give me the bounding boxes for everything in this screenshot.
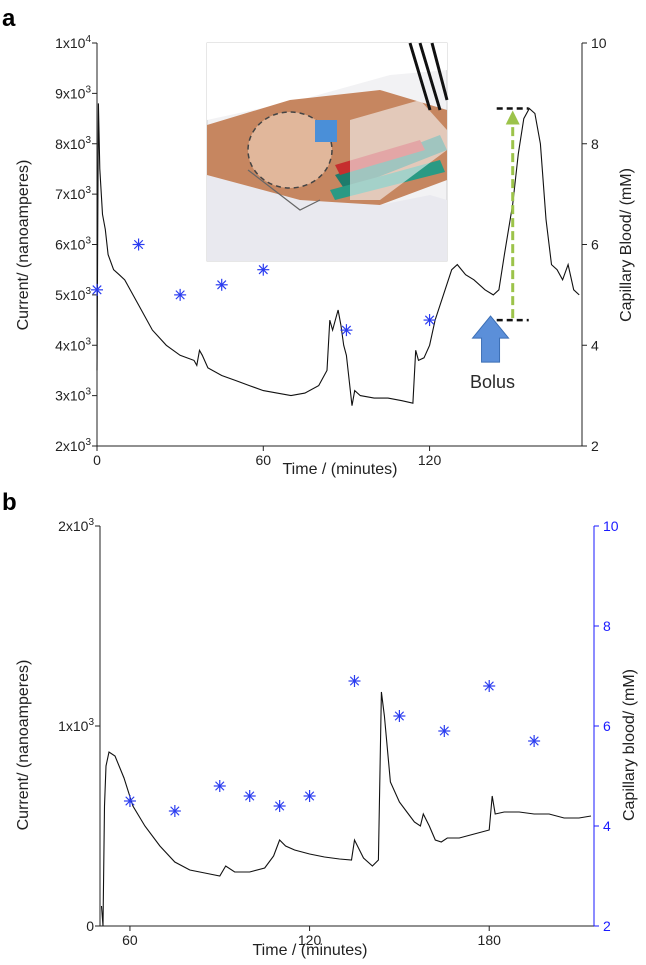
- capillary-point: [215, 278, 228, 291]
- current-series-line: [96, 103, 580, 406]
- capillary-point: [243, 790, 256, 802]
- panel-a-letter: a: [2, 5, 16, 32]
- y2-tick-label: 8: [591, 136, 599, 152]
- y2-tick-label: 8: [603, 618, 611, 634]
- x-tick-label: 60: [255, 452, 271, 468]
- capillary-point: [348, 675, 361, 687]
- y-tick-label: 1x103: [58, 717, 94, 734]
- y2-tick-label: 6: [591, 237, 599, 253]
- y-tick-label: 1x104: [55, 0, 91, 1]
- capillary-point: [423, 314, 436, 327]
- capillary-point: [174, 288, 187, 301]
- sensor-photo-inset: [206, 42, 449, 262]
- capillary-point: [340, 324, 353, 337]
- capillary-point: [273, 800, 286, 812]
- y-tick-label: 4x103: [55, 336, 91, 353]
- capillary-point: [168, 805, 181, 817]
- y-tick-label: 0: [86, 918, 94, 934]
- b-x-axis-title: Time / (minutes): [253, 942, 368, 959]
- capillary-point: [483, 680, 496, 692]
- y2-tick-label: 10: [591, 35, 607, 51]
- x-tick-label: 180: [478, 932, 502, 948]
- y2-tick-label: 4: [603, 818, 611, 834]
- y2-tick-label: 2: [591, 438, 599, 454]
- y-tick-label: 6x103: [55, 236, 91, 253]
- y-tick-label: 1x104: [55, 34, 91, 51]
- y2-tick-label: 6: [603, 718, 611, 734]
- rise-arrowhead: [505, 110, 520, 125]
- y-tick-label: 5x103: [55, 286, 91, 303]
- capillary-point: [393, 710, 406, 722]
- y-tick-label: 2x103: [58, 517, 94, 534]
- y-tick-label: 2x103: [55, 437, 91, 454]
- x-tick-label: 60: [122, 932, 138, 948]
- x-tick-label: 120: [298, 932, 322, 948]
- capillary-point: [303, 790, 316, 802]
- bolus-annotation: Bolus: [470, 315, 515, 392]
- x-tick-label: 120: [418, 452, 442, 468]
- panel-b: b 0 1x103 2x103 2 4 6 8 10 60 120 180 Current/ (na…: [2, 489, 638, 959]
- a-y-axis-title: Current/ (nanoamperes): [15, 160, 32, 331]
- capillary-point: [132, 238, 145, 251]
- panel-a: a 2x103 3x103 4x103 5x103 6x103 7x103 8x103 9x1…: [2, 0, 635, 478]
- capillary-point: [123, 795, 136, 807]
- capillary-point: [528, 735, 541, 747]
- bolus-label: Bolus: [470, 372, 515, 392]
- capillary-point: [213, 780, 226, 792]
- y-tick-label: 8x103: [55, 135, 91, 152]
- y-tick-label: 7x103: [55, 185, 91, 202]
- bolus-arrow: [471, 315, 510, 363]
- x-tick-label: 0: [93, 452, 101, 468]
- capillary-point: [91, 283, 103, 296]
- a-y2-axis-title: Capillary Blood/ (mM): [618, 168, 635, 322]
- current-series-line: [100, 691, 592, 927]
- y-tick-label: 9x103: [55, 84, 91, 101]
- panel-b-letter: b: [2, 489, 17, 516]
- a-x-axis-title: Time / (minutes): [283, 461, 398, 478]
- y2-tick-label: 4: [591, 337, 599, 353]
- y-tick-label: 3x103: [55, 387, 91, 404]
- b-y2-axis-title: Capillary blood/ (mM): [621, 669, 638, 821]
- y2-tick-label: 2: [603, 918, 611, 934]
- b-y-axis-title: Current/ (nanoamperes): [15, 660, 32, 831]
- capillary-point: [257, 263, 270, 276]
- capillary-point: [438, 725, 451, 737]
- y2-tick-label: 10: [603, 518, 619, 534]
